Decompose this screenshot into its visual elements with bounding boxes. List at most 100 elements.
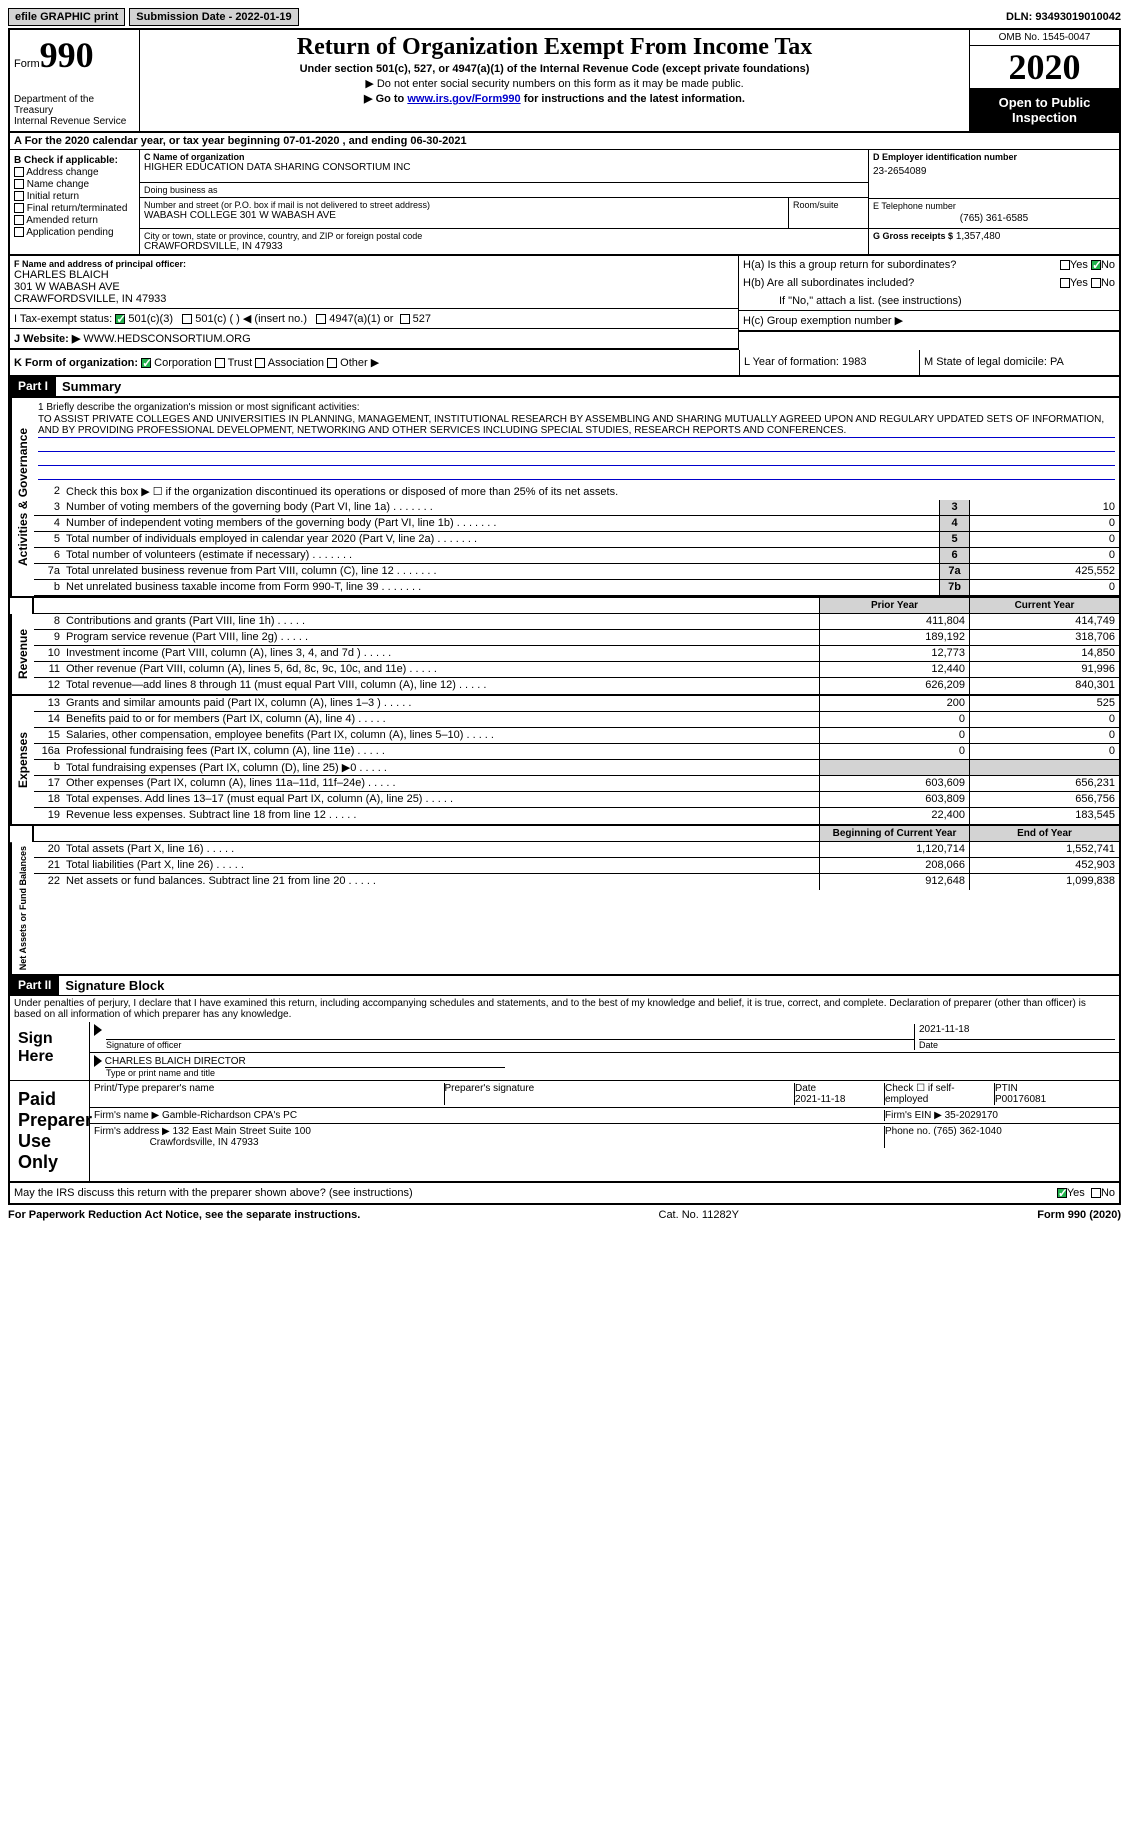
line-num: 11	[34, 662, 64, 677]
line-text: Revenue less expenses. Subtract line 18 …	[64, 808, 819, 824]
phone-value: (765) 361-6585	[873, 211, 1115, 226]
officer-addr1: 301 W WABASH AVE	[14, 281, 734, 293]
current-value: 656,231	[969, 776, 1119, 791]
checkbox-discuss-yes[interactable]	[1057, 1188, 1067, 1198]
omb-number: OMB No. 1545-0047	[970, 30, 1119, 46]
line-box: 7b	[939, 580, 969, 595]
hb-label: H(b) Are all subordinates included?	[743, 277, 1060, 289]
opt-app-pending: Application pending	[26, 227, 113, 238]
prior-value: 189,192	[819, 630, 969, 645]
checkbox-hb-no[interactable]	[1091, 278, 1101, 288]
prior-year-hdr: Prior Year	[819, 598, 969, 613]
form-subtitle: Under section 501(c), 527, or 4947(a)(1)…	[144, 63, 965, 75]
checkbox-final-return[interactable]	[14, 203, 24, 213]
topbar: efile GRAPHIC print Submission Date - 20…	[8, 8, 1121, 26]
row-m: M State of legal domicile: PA	[919, 350, 1119, 375]
sign-here-row: Sign Here Signature of officer 2021-11-1…	[10, 1022, 1119, 1080]
revenue-header-row: Prior Year Current Year	[8, 598, 1121, 614]
ha-row: H(a) Is this a group return for subordin…	[739, 256, 1119, 274]
h-note: If "No," attach a list. (see instruction…	[739, 292, 1119, 311]
firm-name: Gamble-Richardson CPA's PC	[162, 1110, 297, 1121]
no-label2: No	[1101, 277, 1115, 289]
checkbox-trust[interactable]	[215, 358, 225, 368]
prior-value: 912,648	[819, 874, 969, 890]
line-text: Program service revenue (Part VIII, line…	[64, 630, 819, 645]
vert-netassets: Net Assets or Fund Balances	[10, 842, 34, 974]
line-3: 3 Number of voting members of the govern…	[34, 500, 1119, 516]
line-10: 10 Investment income (Part VIII, column …	[34, 646, 1119, 662]
irs-link[interactable]: www.irs.gov/Form990	[407, 93, 520, 105]
opt-501c: 501(c) ( ) ◀ (insert no.)	[195, 313, 307, 325]
efile-print-button[interactable]: efile GRAPHIC print	[8, 8, 125, 26]
ha-label: H(a) Is this a group return for subordin…	[743, 259, 1060, 271]
firm-phone-label: Phone no.	[885, 1126, 931, 1137]
revenue-lines: 8 Contributions and grants (Part VIII, l…	[34, 614, 1119, 694]
tax-exempt-label: I Tax-exempt status:	[14, 313, 112, 325]
ptin-value: P00176081	[995, 1094, 1046, 1105]
line-num: 15	[34, 728, 64, 743]
current-value: 0	[969, 744, 1119, 759]
checkbox-501c[interactable]	[182, 314, 192, 324]
checkbox-assoc[interactable]	[255, 358, 265, 368]
checkbox-discuss-no[interactable]	[1091, 1188, 1101, 1198]
gross-receipts-value: 1,357,480	[956, 231, 1001, 242]
line-4: 4 Number of independent voting members o…	[34, 516, 1119, 532]
checkbox-501c3[interactable]	[115, 314, 125, 324]
line-5: 5 Total number of individuals employed i…	[34, 532, 1119, 548]
self-employed: Check ☐ if self-employed	[885, 1083, 995, 1105]
checkbox-ha-yes[interactable]	[1060, 260, 1070, 270]
principal-officer: F Name and address of principal officer:…	[10, 256, 738, 309]
line-text: Total fundraising expenses (Part IX, col…	[64, 760, 819, 775]
checkbox-address-change[interactable]	[14, 167, 24, 177]
line-14: 14 Benefits paid to or for members (Part…	[34, 712, 1119, 728]
rev-hdr-area: Prior Year Current Year	[34, 598, 1119, 614]
line-text: Professional fundraising fees (Part IX, …	[64, 744, 819, 759]
checkbox-initial-return[interactable]	[14, 191, 24, 201]
addr-label: Number and street (or P.O. box if mail i…	[144, 200, 784, 210]
line-21: 21 Total liabilities (Part X, line 26) .…	[34, 858, 1119, 874]
city-label: City or town, state or province, country…	[144, 231, 864, 241]
addr-value: WABASH COLLEGE 301 W WABASH AVE	[144, 210, 784, 221]
line-num: 8	[34, 614, 64, 629]
line-text: Grants and similar amounts paid (Part IX…	[64, 696, 819, 711]
line-num: 10	[34, 646, 64, 661]
line-13: 13 Grants and similar amounts paid (Part…	[34, 696, 1119, 712]
gross-receipts-label: G Gross receipts $	[873, 231, 953, 241]
current-value: 452,903	[969, 858, 1119, 873]
netassets-section: Net Assets or Fund Balances 20 Total ass…	[8, 842, 1121, 976]
website-value: WWW.HEDSCONSORTIUM.ORG	[83, 333, 250, 345]
checkbox-ha-no[interactable]	[1091, 260, 1101, 270]
line-text: Total liabilities (Part X, line 26) . . …	[64, 858, 819, 873]
begin-year-hdr: Beginning of Current Year	[819, 826, 969, 841]
line-num: 21	[34, 858, 64, 873]
checkbox-amended[interactable]	[14, 215, 24, 225]
dba-label: Doing business as	[144, 185, 864, 195]
tax-exempt-row: I Tax-exempt status: 501(c)(3) 501(c) ( …	[10, 309, 738, 329]
checkbox-4947[interactable]	[316, 314, 326, 324]
line-text: Total revenue—add lines 8 through 11 (mu…	[64, 678, 819, 694]
line-num: b	[34, 760, 64, 775]
yes-label: Yes	[1070, 259, 1088, 271]
checkbox-hb-yes[interactable]	[1060, 278, 1070, 288]
checkbox-name-change[interactable]	[14, 179, 24, 189]
opt-assoc: Association	[268, 357, 324, 369]
line-17: 17 Other expenses (Part IX, column (A), …	[34, 776, 1119, 792]
prior-value: 411,804	[819, 614, 969, 629]
prior-value: 22,400	[819, 808, 969, 824]
checkbox-527[interactable]	[400, 314, 410, 324]
opt-other: Other ▶	[340, 357, 379, 369]
checkbox-other[interactable]	[327, 358, 337, 368]
open-to-public: Open to Public Inspection	[970, 89, 1119, 131]
line2-num: 2	[34, 484, 64, 500]
line-value: 0	[969, 532, 1119, 547]
checkbox-corp[interactable]	[141, 358, 151, 368]
city-value: CRAWFORDSVILLE, IN 47933	[144, 241, 864, 252]
form-990-page: efile GRAPHIC print Submission Date - 20…	[0, 0, 1129, 1233]
form-header: Form990 Department of the TreasuryIntern…	[8, 28, 1121, 133]
vert-governance: Activities & Governance	[10, 398, 34, 596]
checkbox-app-pending[interactable]	[14, 227, 24, 237]
line-num: 4	[34, 516, 64, 531]
current-value: 91,996	[969, 662, 1119, 677]
na-col-header: Beginning of Current Year End of Year	[34, 826, 1119, 842]
line-text: Total assets (Part X, line 16) . . . . .	[64, 842, 819, 857]
